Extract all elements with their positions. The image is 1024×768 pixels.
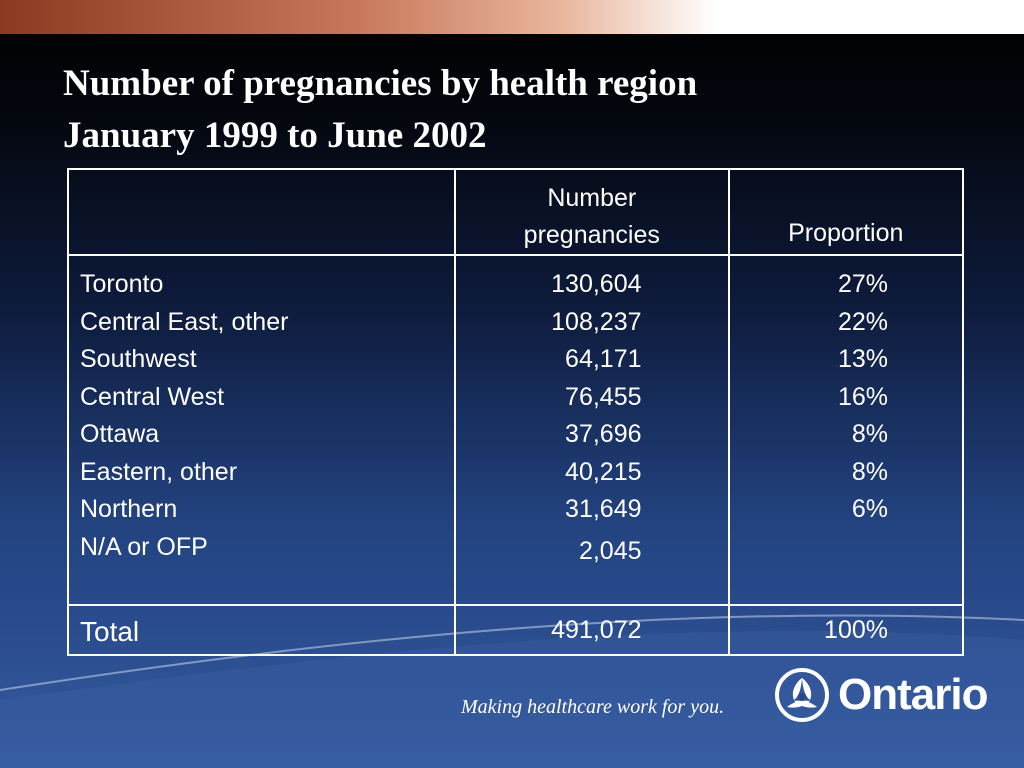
number-cell: 40,215	[565, 457, 642, 486]
region-cell: Ottawa	[80, 420, 160, 448]
number-cell: 76,455	[565, 382, 642, 411]
header-number-line-2: pregnancies	[523, 221, 660, 249]
proportion-cell: 16%	[837, 382, 888, 411]
proportion-cell: 8%	[851, 420, 888, 448]
ontario-trillium-icon	[775, 668, 829, 722]
proportion-cell: 6%	[851, 495, 888, 523]
number-cell: 31,649	[565, 495, 642, 523]
total-proportion-cell: 100%	[727, 604, 965, 656]
header-proportion-cell: Proportion	[727, 168, 965, 256]
table-total-row: Total 491,072 100%	[66, 604, 965, 656]
top-accent-band	[0, 0, 1024, 34]
region-cell: Northern	[80, 495, 178, 523]
table-body-row: Toronto Central East, other Southwest Ce…	[66, 254, 965, 606]
number-cell: 130,604	[551, 270, 642, 298]
footer-tagline: Making healthcare work for you.	[461, 696, 725, 718]
header-number-line-1: Number	[547, 184, 637, 212]
title-line-1: Number of pregnancies by health region	[63, 63, 698, 104]
header-region-cell	[66, 168, 457, 256]
number-cell: 2,045	[578, 536, 642, 565]
number-column: 130,604 108,237 64,171 76,455 37,696 40,…	[454, 254, 730, 606]
region-cell: Eastern, other	[80, 457, 238, 486]
region-cell: Central East, other	[80, 307, 289, 336]
region-cell: Central West	[80, 382, 225, 411]
total-label-cell: Total	[66, 604, 457, 656]
region-cell: N/A or OFP	[80, 532, 208, 561]
number-cell: 64,171	[565, 345, 642, 373]
proportion-cell: 13%	[837, 345, 888, 373]
pregnancies-table: Number pregnancies Proportion Toronto Ce…	[66, 168, 965, 656]
proportion-cell: 8%	[851, 457, 888, 486]
total-number-cell: 491,072	[454, 604, 730, 656]
number-cell: 108,237	[551, 307, 642, 336]
region-column: Toronto Central East, other Southwest Ce…	[66, 254, 457, 606]
proportion-cell	[730, 529, 888, 567]
proportion-cell: 22%	[837, 307, 888, 336]
proportion-cell: 27%	[837, 270, 888, 298]
proportion-column: 27% 22% 13% 16% 8% 8% 6%	[727, 254, 965, 606]
header-number-cell: Number pregnancies	[454, 168, 730, 256]
number-cell: 37,696	[565, 420, 642, 448]
title-line-2: January 1999 to June 2002	[63, 115, 487, 156]
page-title: Number of pregnancies by health region J…	[63, 58, 963, 162]
ontario-brand-wordmark: Ontario	[838, 670, 988, 719]
region-cell: Southwest	[80, 345, 197, 373]
region-cell: Toronto	[80, 270, 164, 298]
table-header-row: Number pregnancies Proportion	[66, 168, 965, 256]
